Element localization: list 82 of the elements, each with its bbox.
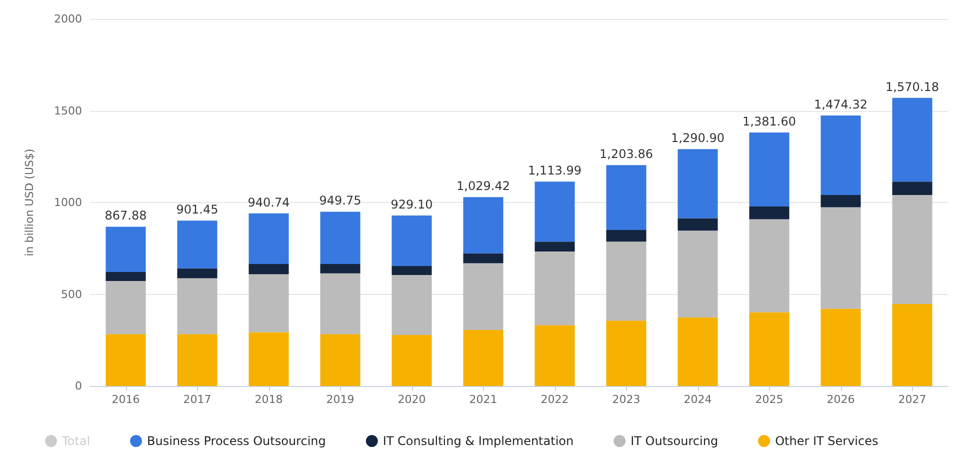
y-tick-label: 0 xyxy=(75,380,82,392)
x-tick-label: 2025 xyxy=(755,393,784,406)
x-tick-label: 2019 xyxy=(326,393,354,406)
bar xyxy=(248,332,289,386)
total-label: 1,113.99 xyxy=(528,164,582,178)
bar xyxy=(106,272,146,282)
bar xyxy=(534,325,575,386)
x-tick-label: 2017 xyxy=(183,393,212,406)
bar xyxy=(177,220,218,268)
bar xyxy=(463,197,504,254)
bar xyxy=(534,242,575,252)
total-label: 1,029.42 xyxy=(456,179,510,194)
total-label: 1,290.90 xyxy=(671,131,724,146)
total-label: 929.10 xyxy=(390,198,433,212)
x-tick-label: 2021 xyxy=(469,393,498,406)
bar xyxy=(106,226,146,272)
y-axis-title: in billion USD (US$) xyxy=(23,148,36,256)
bar xyxy=(606,320,646,386)
legend-label: IT Outsourcing xyxy=(630,434,718,448)
y-tick-label: 1000 xyxy=(54,196,82,209)
bar xyxy=(892,98,932,182)
bar xyxy=(820,207,861,309)
legend-label: Other IT Services xyxy=(775,434,878,448)
bar xyxy=(749,206,790,220)
bar xyxy=(892,304,932,386)
bar xyxy=(678,317,718,386)
bar xyxy=(534,182,575,242)
bar xyxy=(749,219,790,312)
bar xyxy=(820,115,861,195)
bar xyxy=(106,281,146,334)
bar xyxy=(106,334,146,386)
x-tick-label: 2022 xyxy=(540,393,569,406)
x-tick-label: 2027 xyxy=(898,393,926,406)
bar xyxy=(749,312,790,386)
bar xyxy=(392,266,432,275)
bar xyxy=(820,194,861,208)
bar xyxy=(749,132,790,207)
x-tick-label: 2016 xyxy=(112,393,140,406)
x-tick-label: 2024 xyxy=(684,393,712,406)
bar xyxy=(678,149,718,218)
bar xyxy=(320,334,360,386)
bar xyxy=(392,274,432,335)
bar xyxy=(678,218,718,231)
bar xyxy=(177,278,218,334)
y-tick-label: 1500 xyxy=(54,104,82,118)
legend-label: Business Process Outsourcing xyxy=(147,434,326,448)
bar xyxy=(606,242,646,321)
total-label: 1,203.86 xyxy=(600,147,653,162)
legend-label: IT Consulting & Implementation xyxy=(382,434,574,448)
bar xyxy=(606,165,646,230)
bar xyxy=(320,264,360,274)
total-label: 1,474.32 xyxy=(814,97,868,112)
y-tick-label: 2000 xyxy=(54,12,82,26)
bar xyxy=(177,268,218,278)
x-tick-label: 2018 xyxy=(254,393,283,406)
total-label: 949.75 xyxy=(319,194,362,208)
bar xyxy=(892,182,932,195)
bar xyxy=(392,334,432,386)
total-label: 867.88 xyxy=(104,208,147,223)
y-tick-label: 500 xyxy=(61,288,82,301)
total-label: 1,570.18 xyxy=(886,80,939,94)
bar xyxy=(248,274,289,332)
bar xyxy=(606,230,646,242)
bar xyxy=(892,194,932,304)
x-tick-label: 2023 xyxy=(612,393,640,406)
bar xyxy=(820,308,861,386)
bar xyxy=(463,253,504,264)
bar xyxy=(534,251,575,326)
bar xyxy=(248,213,289,264)
bar xyxy=(392,216,432,266)
total-label: 901.45 xyxy=(176,202,218,217)
bar xyxy=(177,334,218,386)
x-tick-label: 2020 xyxy=(398,393,426,406)
bar xyxy=(463,330,504,386)
bar xyxy=(678,230,718,318)
bar xyxy=(320,273,360,334)
bar xyxy=(320,212,360,264)
total-label: 1,381.60 xyxy=(742,114,796,128)
bar xyxy=(463,263,504,330)
bar xyxy=(248,264,289,274)
total-label: 940.74 xyxy=(248,195,290,210)
x-tick-label: 2026 xyxy=(826,393,855,406)
